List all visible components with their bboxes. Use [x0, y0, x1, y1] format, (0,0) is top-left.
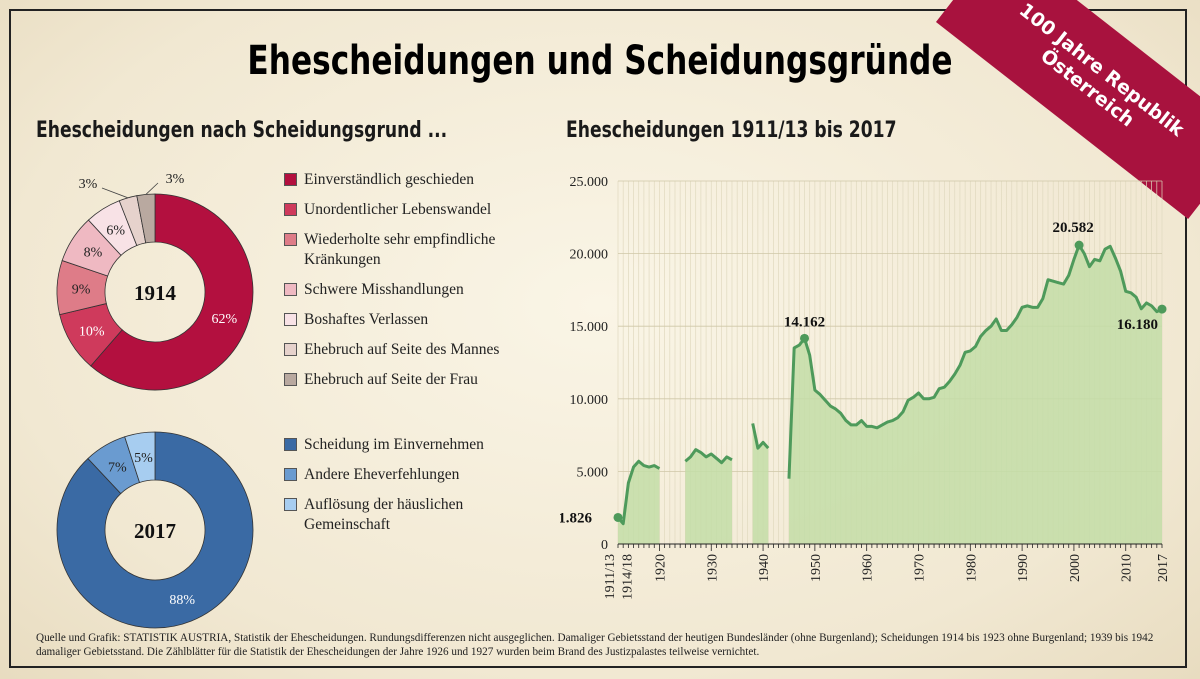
x-tick-label: 2010: [1120, 554, 1135, 582]
legend-label: Einverständlich geschieden: [304, 171, 475, 188]
area-fill-segment: [618, 461, 660, 544]
legend-swatch: [284, 313, 297, 326]
label-leader-line: [101, 187, 129, 199]
x-tick-label: 2017: [1156, 554, 1171, 582]
slice-percent-label: 3%: [79, 177, 98, 192]
left-section-title: Ehescheidungen nach Scheidungsgrund ...: [36, 118, 448, 143]
data-annotation-label: 16.180: [1117, 317, 1158, 333]
y-tick-label: 20.000: [570, 248, 609, 263]
divorce-area-chart: 0 5.000 10.000 15.000 20.000 25.000 1911/13 191…: [560, 175, 1171, 600]
slice-percent-label: 7%: [108, 460, 127, 475]
data-annotation-label: 1.826: [560, 510, 593, 526]
legend-label: Wiederholte sehr empfindliche Kränkungen: [304, 231, 496, 268]
donut-center-year: 2017: [134, 519, 176, 543]
slice-percent-label: 3%: [166, 172, 185, 187]
series-line: [684, 448, 733, 465]
legend-swatch: [284, 203, 297, 216]
y-tick-label: 5.000: [577, 465, 609, 480]
legend-label: Andere Eheverfehlungen: [304, 466, 460, 483]
donut-chart-1914: 62% 10% 9% 8%6% 3% 3% 1914: [56, 172, 254, 391]
legend-swatch: [284, 468, 297, 481]
donut-chart-2017: 88% 7% 5% 2017: [56, 431, 254, 629]
series-line: [751, 423, 770, 450]
series-line: [616, 459, 661, 526]
highlight-point: [1157, 304, 1167, 314]
legend-swatch: [284, 173, 297, 186]
legend-swatch: [284, 343, 297, 356]
slice-percent-label: 6%: [106, 223, 125, 238]
x-tick-label: 1920: [653, 554, 668, 582]
label-leader-line: [145, 182, 159, 195]
donut-slice: [90, 193, 254, 391]
x-tick-label: 1950: [809, 554, 824, 582]
donut-slice: [136, 193, 156, 244]
area-fill-segment: [685, 449, 732, 544]
legend-label: Boshaftes Verlassen: [304, 311, 429, 328]
donut-center-year: 1914: [134, 281, 177, 305]
legend-label: Auflösung der häuslichen Gemeinschaft: [304, 496, 464, 533]
highlight-point: [613, 512, 623, 522]
y-tick-label: 0: [601, 538, 608, 553]
x-tick-label: 1980: [964, 554, 979, 582]
data-annotation-label: 14.162: [784, 314, 825, 330]
series-line: [787, 243, 1163, 479]
legend-swatch: [284, 438, 297, 451]
donut-slice: [56, 431, 254, 629]
donut-slice: [124, 431, 156, 483]
area-fill-segment: [788, 245, 1162, 544]
page-title: Ehescheidungen und Scheidungsgründe: [247, 38, 953, 84]
legend-label: Scheidung im Einvernehmen: [304, 436, 484, 453]
legend-label: Ehebruch auf Seite des Mannes: [304, 341, 500, 358]
x-tick-label: 1990: [1016, 554, 1031, 582]
legend-label: Ehebruch auf Seite der Frau: [304, 371, 478, 388]
y-tick-label: 15.000: [570, 320, 609, 335]
x-tick-label: 1970: [912, 554, 927, 582]
y-tick-label: 25.000: [570, 175, 609, 190]
slice-percent-label: 8%: [84, 246, 103, 261]
data-annotation-label: 20.582: [1052, 220, 1093, 236]
slice-percent-label: 88%: [169, 593, 195, 608]
x-tick-label: 1911/13: [603, 554, 618, 599]
x-tick-label: 1914/18: [620, 554, 635, 600]
x-tick-label: 1930: [705, 554, 720, 582]
area-fill-segment: [752, 423, 769, 544]
slice-percent-label: 62%: [211, 312, 237, 327]
x-tick-label: 1940: [757, 554, 772, 582]
y-tick-label: 10.000: [570, 393, 609, 408]
legend-label: Schwere Misshandlungen: [304, 281, 464, 298]
x-tick-label: 1960: [861, 554, 876, 582]
legend-label: Unordentlicher Lebenswandel: [304, 201, 492, 218]
legend-swatch: [284, 498, 297, 511]
x-tick-label: 2000: [1068, 554, 1083, 582]
page-frame: [9, 9, 1187, 668]
slice-percent-label: 10%: [79, 324, 105, 339]
source-footnote: Quelle und Grafik: STATISTIK AUSTRIA, St…: [36, 632, 1154, 658]
slice-percent-label: 9%: [72, 283, 91, 298]
right-section-title: Ehescheidungen 1911/13 bis 2017: [566, 118, 897, 143]
legend-swatch: [284, 373, 297, 386]
highlight-point: [1074, 240, 1084, 250]
highlight-point: [800, 333, 810, 343]
slice-percent-label: 5%: [134, 451, 153, 466]
legend-swatch: [284, 283, 297, 296]
legend-swatch: [284, 233, 297, 246]
